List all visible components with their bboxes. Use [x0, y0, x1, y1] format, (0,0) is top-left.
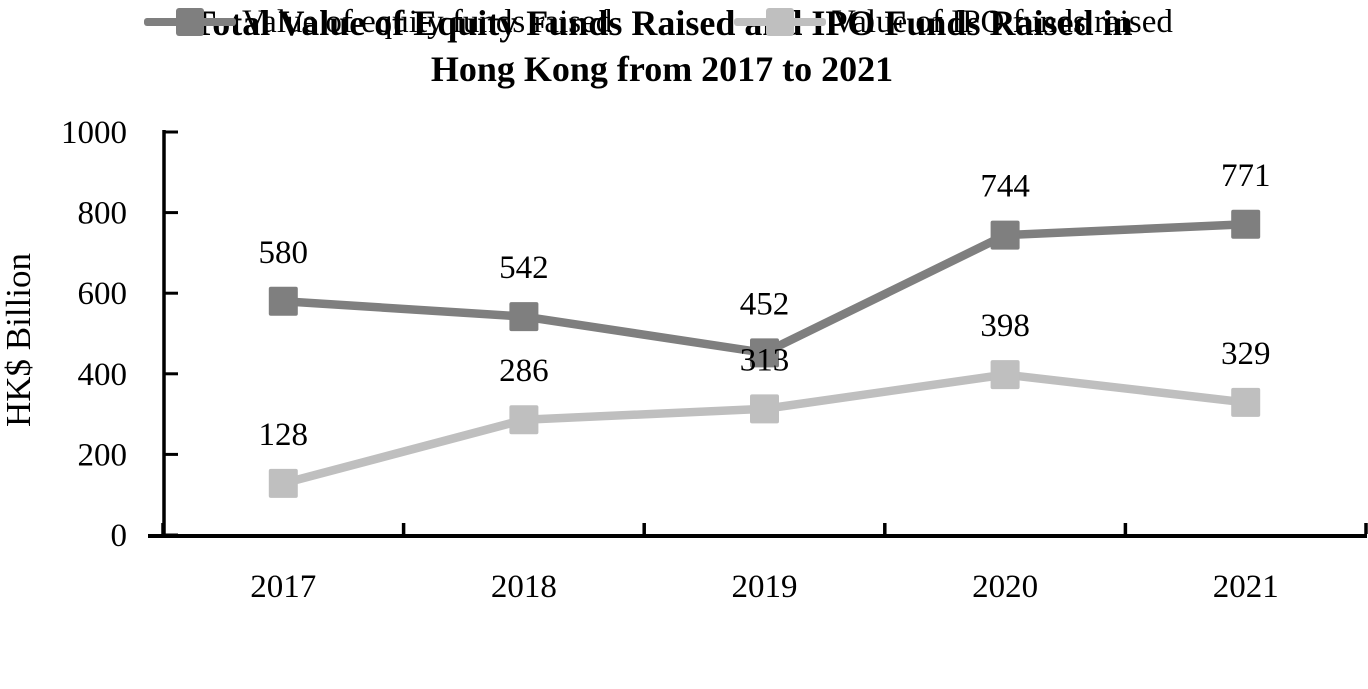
data-label-0: 452 [740, 286, 790, 322]
y-axis-tick-label: 1000 [61, 115, 127, 151]
y-axis-tick-label: 800 [78, 196, 128, 232]
legend-item-ipo-funds: Value of IPO funds raised [734, 0, 1173, 44]
legend-square-marker-icon [766, 8, 794, 36]
x-axis-tick-label: 2017 [250, 569, 316, 605]
legend-item-equity-funds: Value of equity funds raised [144, 0, 612, 44]
legend-swatch-equity [144, 6, 236, 38]
series-marker-1 [750, 394, 779, 424]
series-marker-1 [268, 468, 298, 498]
series-marker-1 [509, 405, 539, 435]
legend: Value of equity funds raised Value of IP… [0, 0, 1368, 44]
chart-title: Total Value of Equity Funds Raised and I… [0, 0, 1324, 92]
legend-label-equity: Value of equity funds raised [242, 3, 613, 40]
y-axis-title: HK$ Billion [0, 253, 38, 427]
data-label-1: 398 [980, 308, 1030, 344]
series-marker-1 [990, 360, 1020, 390]
chart-title-line-2: Hong Kong from 2017 to 2021 [430, 49, 894, 89]
data-label-1: 329 [1221, 336, 1271, 372]
data-label-0: 744 [980, 169, 1030, 205]
y-axis-tick-label: 400 [78, 357, 128, 393]
series-line-1 [282, 370, 1247, 488]
legend-swatch-ipo [734, 6, 826, 38]
legend-square-marker-icon [176, 8, 204, 36]
series-marker-0 [1231, 209, 1261, 239]
data-label-1: 128 [259, 417, 309, 453]
x-axis-tick-label: 2018 [491, 569, 557, 605]
data-label-1: 286 [499, 353, 549, 389]
x-axis-tick-label: 2019 [732, 569, 798, 605]
y-axis-tick-label: 0 [111, 518, 128, 554]
series-marker-0 [990, 220, 1020, 250]
x-axis-tick-label: 2021 [1213, 569, 1279, 605]
chart-title-line-1: Total Value of Equity Funds Raised and I… [191, 3, 1133, 43]
series-marker-1 [1231, 387, 1261, 417]
y-axis-tick-label: 200 [78, 437, 128, 473]
series-marker-0 [509, 302, 539, 332]
series-marker-0 [750, 338, 779, 368]
legend-label-ipo: Value of IPO funds raised [832, 3, 1173, 40]
series-marker-0 [268, 286, 298, 316]
data-label-1: 313 [740, 342, 790, 378]
y-axis-tick-label: 600 [78, 276, 128, 312]
x-axis-tick-label: 2020 [972, 569, 1038, 605]
data-label-0: 771 [1221, 158, 1271, 194]
data-label-0: 542 [499, 250, 549, 286]
data-label-0: 580 [259, 235, 309, 271]
